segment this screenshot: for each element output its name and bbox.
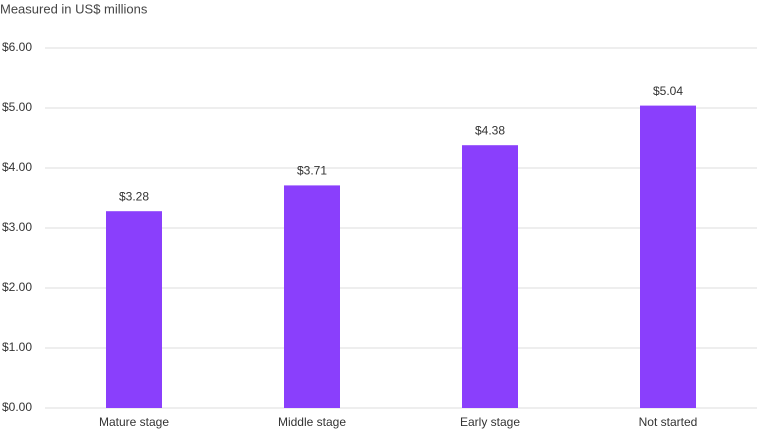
y-tick-label: $4.00 [2,160,32,174]
y-tick-label: $3.00 [2,220,32,234]
chart-subtitle: Measured in US$ millions [0,1,148,16]
value-label: $4.38 [475,123,505,137]
x-tick-label: Mature stage [99,415,169,429]
y-tick-label: $6.00 [2,40,32,54]
bar [284,185,340,408]
bar [640,105,696,408]
value-label: $5.04 [653,84,683,98]
bar [462,145,518,408]
x-tick-label: Middle stage [278,415,346,429]
y-tick-label: $0.00 [2,400,32,414]
x-tick-label: Not started [639,415,698,429]
x-tick-label: Early stage [460,415,520,429]
value-label: $3.28 [119,189,149,203]
value-label: $3.71 [297,164,327,178]
y-tick-label: $2.00 [2,280,32,294]
y-tick-label: $1.00 [2,340,32,354]
bar [106,211,162,408]
y-tick-label: $5.00 [2,100,32,114]
